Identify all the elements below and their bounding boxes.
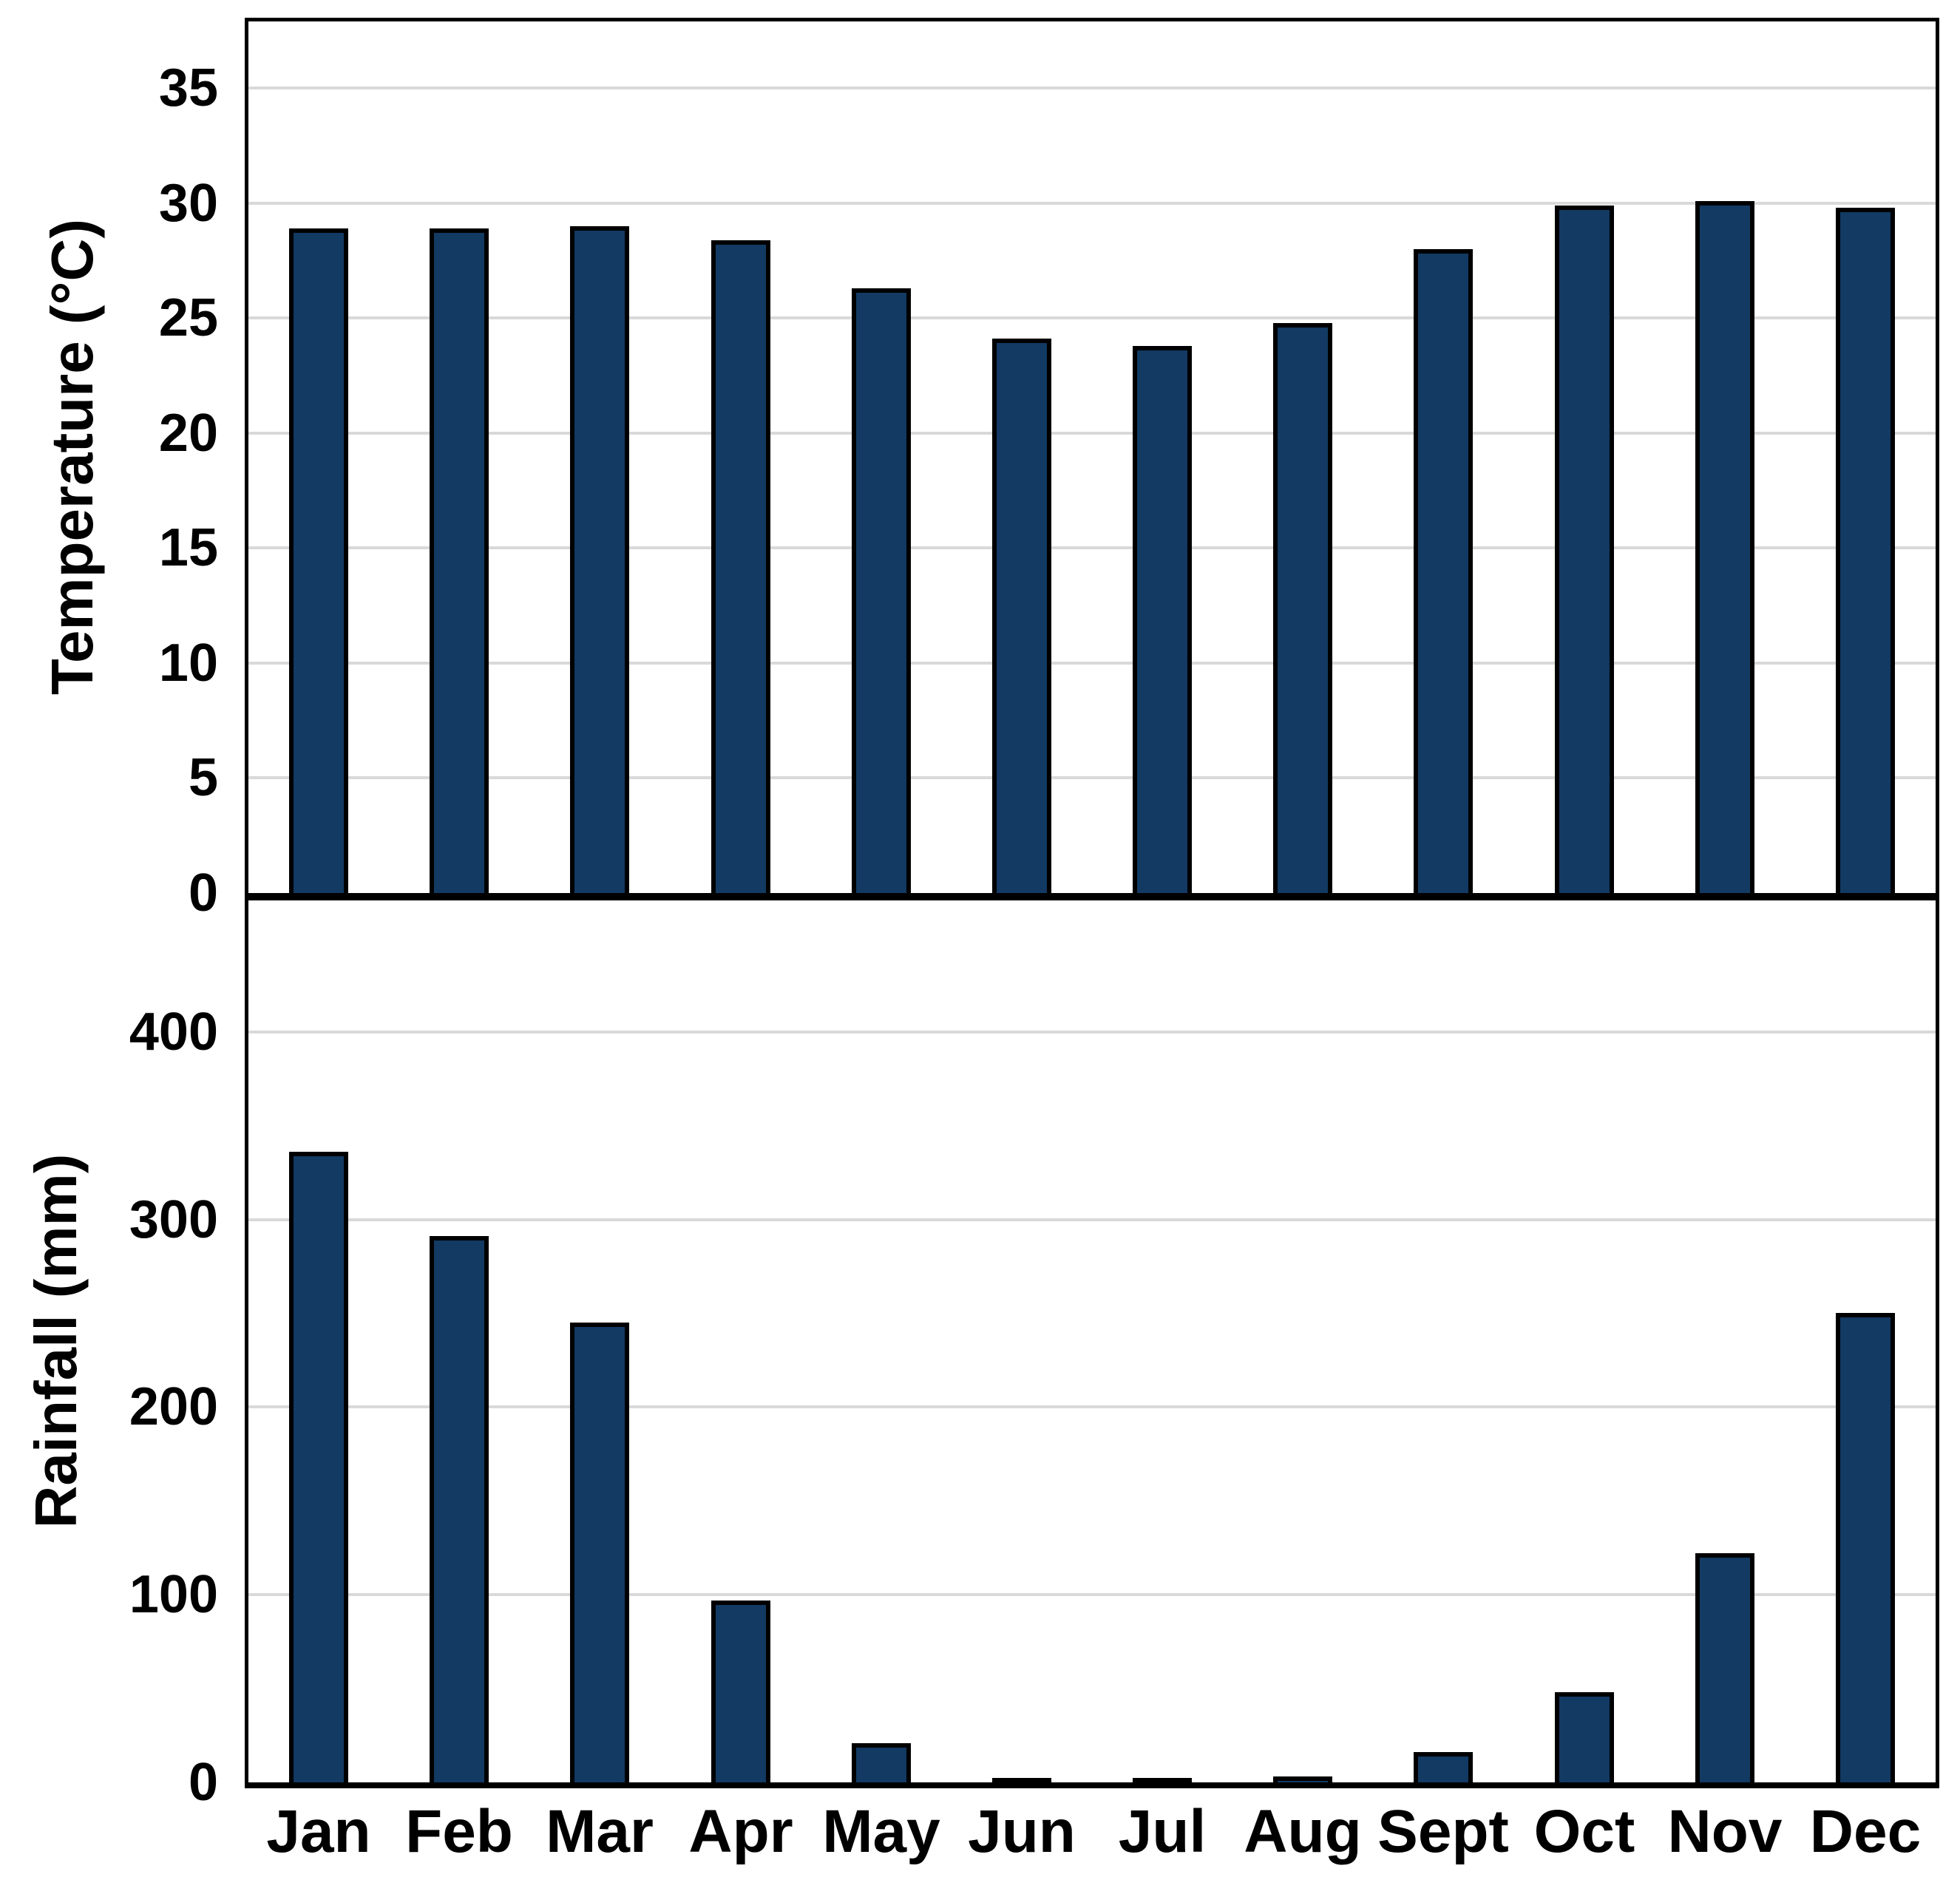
month-label-apr: Apr xyxy=(688,1798,793,1865)
month-label-dec: Dec xyxy=(1809,1798,1922,1865)
temperature-bar-may xyxy=(852,288,911,893)
gridline xyxy=(248,776,1936,779)
temperature-plot-area xyxy=(245,18,1939,900)
temperature-bar-jun xyxy=(992,339,1051,893)
rainfall-y-tick-label: 400 xyxy=(129,1002,218,1062)
month-label-nov: Nov xyxy=(1667,1798,1783,1865)
temperature-bar-dec xyxy=(1836,208,1895,893)
rainfall-bar-feb xyxy=(430,1236,489,1782)
temperature-y-tick-label: 25 xyxy=(158,288,218,348)
rainfall-bar-mar xyxy=(570,1323,629,1782)
gridline xyxy=(248,1405,1936,1408)
rainfall-bar-apr xyxy=(711,1601,770,1782)
gridline xyxy=(248,1218,1936,1221)
month-label-oct: Oct xyxy=(1533,1798,1635,1865)
rainfall-y-tick-label: 300 xyxy=(129,1189,218,1249)
temperature-y-tick-label: 15 xyxy=(158,518,218,578)
rainfall-bar-jan xyxy=(289,1152,348,1782)
temperature-y-tick-label: 0 xyxy=(188,863,218,923)
rainfall-bar-aug xyxy=(1273,1776,1332,1782)
temperature-y-tick-label: 5 xyxy=(188,748,218,808)
temperature-bar-jan xyxy=(289,228,348,893)
month-label-jun: Jun xyxy=(968,1798,1076,1865)
rainfall-y-tick-label: 100 xyxy=(129,1565,218,1625)
temperature-y-tick-label: 20 xyxy=(158,403,218,463)
gridline xyxy=(248,546,1936,549)
gridline xyxy=(248,202,1936,205)
temperature-bar-jul xyxy=(1133,346,1192,893)
rainfall-y-tick-label: 0 xyxy=(188,1753,218,1812)
rainfall-y-tick-label: 200 xyxy=(129,1377,218,1437)
month-label-jul: Jul xyxy=(1118,1798,1207,1865)
gridline xyxy=(248,316,1936,319)
temperature-bar-sept xyxy=(1414,249,1473,893)
temperature-bar-apr xyxy=(711,240,770,893)
month-label-mar: Mar xyxy=(546,1798,654,1865)
month-label-sept: Sept xyxy=(1377,1798,1509,1865)
gridline xyxy=(248,1031,1936,1033)
temperature-bar-oct xyxy=(1555,206,1614,893)
rainfall-bar-oct xyxy=(1555,1692,1614,1782)
gridline xyxy=(248,432,1936,435)
rainfall-bar-may xyxy=(852,1743,911,1782)
gridline xyxy=(248,1593,1936,1596)
temperature-y-tick-label: 35 xyxy=(158,58,218,118)
temperature-bar-nov xyxy=(1695,201,1754,893)
rainfall-bar-jul xyxy=(1133,1778,1192,1782)
temperature-bar-aug xyxy=(1273,323,1332,893)
month-label-aug: Aug xyxy=(1244,1798,1362,1865)
month-label-jan: Jan xyxy=(266,1798,371,1865)
temperature-y-tick-label: 10 xyxy=(158,633,218,693)
rainfall-bar-dec xyxy=(1836,1313,1895,1782)
temperature-y-tick-label: 30 xyxy=(158,173,218,233)
temperature-bar-mar xyxy=(570,226,629,893)
temperature-bar-feb xyxy=(430,228,489,893)
rainfall-bar-sept xyxy=(1414,1752,1473,1782)
rainfall-plot-area xyxy=(245,900,1939,1788)
gridline xyxy=(248,662,1936,665)
rainfall-bar-jun xyxy=(992,1778,1051,1782)
rainfall-bar-nov xyxy=(1695,1553,1754,1782)
gridline xyxy=(248,86,1936,89)
month-label-feb: Feb xyxy=(405,1798,513,1865)
month-label-may: May xyxy=(822,1798,940,1865)
